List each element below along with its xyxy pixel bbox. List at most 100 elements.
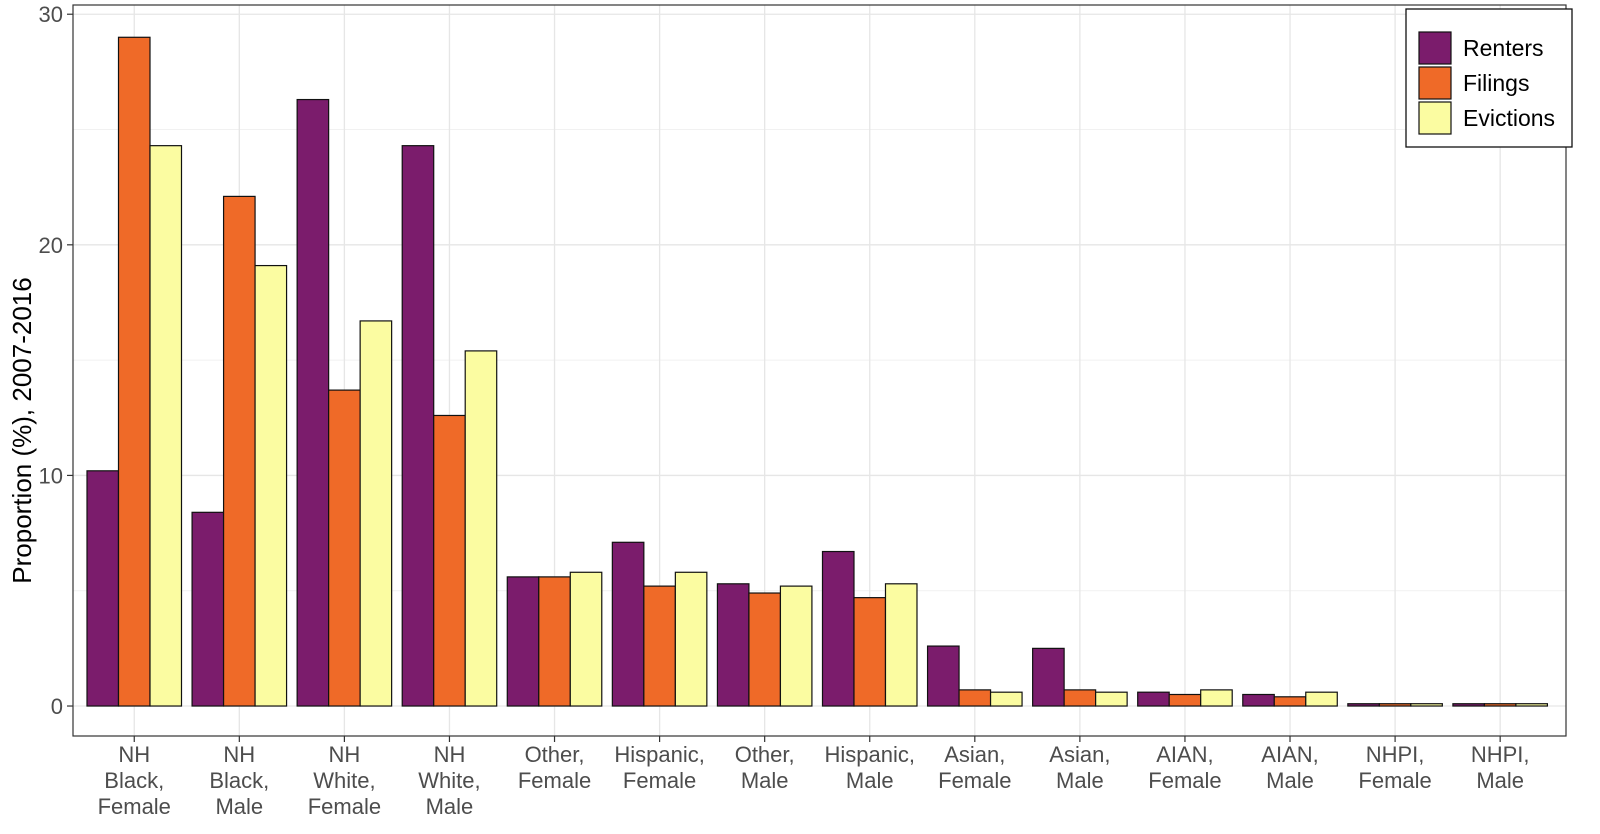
- x-tick-label: NH White, Male: [418, 742, 480, 819]
- bar-evictions-3: [464, 350, 498, 707]
- bar-renters-9: [1032, 647, 1065, 707]
- bar-filings-7: [853, 597, 887, 707]
- bar-renters-13: [1452, 703, 1486, 707]
- bar-renters-10: [1137, 691, 1170, 707]
- x-tick-label: Other, Male: [735, 742, 795, 793]
- x-tick-label: Other, Female: [518, 742, 591, 793]
- bar-evictions-4: [569, 571, 603, 707]
- bar-evictions-2: [359, 320, 393, 707]
- bar-filings-11: [1273, 696, 1307, 707]
- legend-label-evictions: Evictions: [1463, 105, 1555, 131]
- bar-evictions-8: [989, 691, 1023, 707]
- bar-filings-2: [328, 389, 361, 707]
- x-tick-label-line: Male: [426, 794, 474, 819]
- bar-evictions-6: [779, 585, 813, 707]
- bar-renters-0: [86, 470, 120, 707]
- bar-evictions-9: [1095, 691, 1128, 707]
- bar-renters-5: [611, 541, 645, 707]
- x-tick-label: Asian, Female: [938, 742, 1011, 793]
- x-tick-label-line: Male: [215, 794, 263, 819]
- bar-renters-7: [821, 550, 855, 707]
- x-tick-label-line: Black,: [209, 768, 269, 793]
- bar-filings-4: [538, 576, 571, 707]
- x-tick-label-line: White,: [418, 768, 480, 793]
- x-tick-label-line: Male: [741, 768, 789, 793]
- x-tick-label: Hispanic, Female: [614, 742, 704, 793]
- bar-filings-3: [433, 414, 466, 707]
- bar-evictions-10: [1200, 689, 1233, 707]
- bar-renters-11: [1242, 693, 1275, 707]
- x-tick-label-line: Hispanic,: [614, 742, 704, 767]
- x-tick-label-line: AIAN,: [1156, 742, 1213, 767]
- panel-border: [72, 4, 1567, 737]
- legend: Renters Filings Evictions: [1405, 8, 1573, 148]
- x-tick-label: AIAN, Female: [1148, 742, 1221, 793]
- bar-renters-1: [191, 511, 225, 707]
- x-tick-label-line: Female: [1148, 768, 1221, 793]
- bar-evictions-5: [674, 571, 708, 707]
- bar-filings-12: [1378, 703, 1412, 707]
- x-tick-label-line: Asian,: [1049, 742, 1110, 767]
- x-tick-label-line: Asian,: [944, 742, 1005, 767]
- x-tick-label-line: Female: [938, 768, 1011, 793]
- x-tick-label-line: NH: [328, 742, 360, 767]
- legend-key-filings: [1418, 66, 1452, 100]
- bar-filings-6: [748, 592, 782, 707]
- x-tick-label-line: Female: [1358, 768, 1431, 793]
- x-tick-label-line: NH: [223, 742, 255, 767]
- bar-filings-8: [958, 689, 992, 707]
- x-tick-label: NH Black, Male: [209, 742, 269, 819]
- x-tick-label-line: NHPI,: [1471, 742, 1530, 767]
- x-tick-label: AIAN, Male: [1261, 742, 1318, 793]
- bar-renters-8: [926, 645, 960, 707]
- x-tick-label-line: Female: [623, 768, 696, 793]
- bar-evictions-12: [1410, 703, 1443, 707]
- bar-evictions-1: [254, 264, 288, 707]
- x-tick-label: Hispanic, Male: [824, 742, 914, 793]
- x-tick-label-line: Female: [518, 768, 591, 793]
- x-tick-label-line: Female: [98, 794, 171, 819]
- x-tick-label-line: Male: [1056, 768, 1104, 793]
- x-tick-label-line: NH: [434, 742, 466, 767]
- x-tick-label-line: NH: [118, 742, 150, 767]
- bars: [86, 36, 1549, 707]
- x-tick-label-line: NHPI,: [1366, 742, 1425, 767]
- legend-key-evictions: [1418, 101, 1452, 135]
- x-tick-label: NHPI, Female: [1358, 742, 1431, 793]
- x-tick-label-line: White,: [313, 768, 375, 793]
- x-tick-label-line: Female: [308, 794, 381, 819]
- y-tick-label: 0: [51, 694, 63, 719]
- legend-label-renters: Renters: [1463, 35, 1544, 61]
- legend-label-filings: Filings: [1463, 70, 1529, 96]
- x-tick-label-line: AIAN,: [1261, 742, 1318, 767]
- bar-filings-9: [1063, 689, 1097, 707]
- bar-filings-5: [643, 585, 676, 707]
- x-tick-label: NH White, Female: [308, 742, 381, 819]
- bar-filings-0: [117, 36, 151, 707]
- x-tick-label-line: Male: [1476, 768, 1524, 793]
- bar-renters-6: [716, 583, 750, 707]
- y-axis-title: Proportion (%), 2007-2016: [7, 277, 37, 583]
- bar-filings-10: [1168, 693, 1202, 707]
- bar-evictions-0: [149, 145, 183, 707]
- bar-evictions-13: [1515, 703, 1549, 707]
- x-tick-label: Asian, Male: [1049, 742, 1110, 793]
- bar-renters-4: [506, 576, 540, 707]
- x-tick-label-line: Hispanic,: [824, 742, 914, 767]
- bar-renters-3: [401, 145, 435, 707]
- x-tick-label: NH Black, Female: [98, 742, 171, 819]
- x-tick-label-line: Black,: [104, 768, 164, 793]
- bar-filings-13: [1483, 703, 1517, 707]
- x-tick-label-line: Male: [846, 768, 894, 793]
- y-tick-label: 30: [39, 2, 63, 27]
- legend-key-renters: [1418, 31, 1452, 65]
- bar-renters-2: [296, 98, 330, 707]
- x-tick-label: NHPI, Male: [1471, 742, 1530, 793]
- x-tick-label-line: Other,: [525, 742, 585, 767]
- bar-evictions-7: [884, 583, 918, 707]
- bar-renters-12: [1347, 703, 1380, 707]
- x-tick-label-line: Male: [1266, 768, 1314, 793]
- y-axis: 0 10 20 30: [39, 2, 73, 719]
